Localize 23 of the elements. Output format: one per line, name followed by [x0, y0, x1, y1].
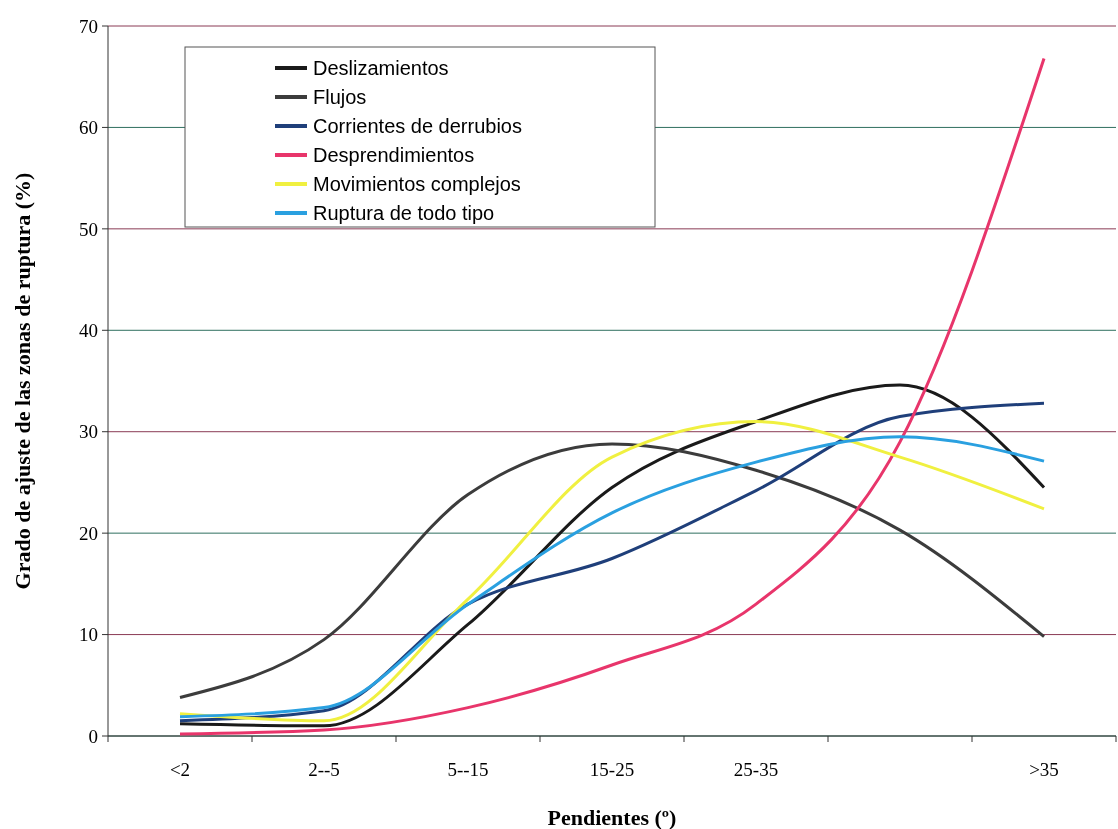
y-tick-label: 60 [79, 117, 98, 139]
y-tick-label: 40 [79, 319, 98, 341]
x-tick-label: 2--5 [308, 759, 340, 780]
legend-label: Movimientos complejos [313, 173, 521, 195]
legend-label: Desprendimientos [313, 144, 475, 166]
x-axis-title: Pendientes (º) [547, 805, 677, 829]
y-tick-label: 10 [79, 624, 98, 646]
y-tick-label: 30 [79, 421, 98, 443]
y-tick-label: 0 [88, 725, 98, 747]
x-tick-label: 5--15 [447, 759, 489, 780]
y-tick-label: 50 [79, 218, 98, 240]
y-tick-label: 20 [79, 522, 98, 544]
legend-label: Corrientes de derrubios [313, 115, 522, 137]
x-tick-label: 15-25 [589, 759, 635, 780]
x-tick-label: 25-35 [733, 759, 779, 780]
line-series [178, 56, 1046, 736]
x-tick-label: >35 [1029, 759, 1059, 780]
x-tick-label: <2 [169, 759, 191, 780]
legend-label: Deslizamientos [313, 57, 449, 79]
y-axis-title: Grado de ajuste de las zonas de ruptura (%) [10, 172, 35, 590]
legend-label: Ruptura de todo tipo [313, 202, 495, 224]
y-tick-label: 70 [79, 15, 98, 37]
legend-label: Flujos [313, 86, 367, 108]
